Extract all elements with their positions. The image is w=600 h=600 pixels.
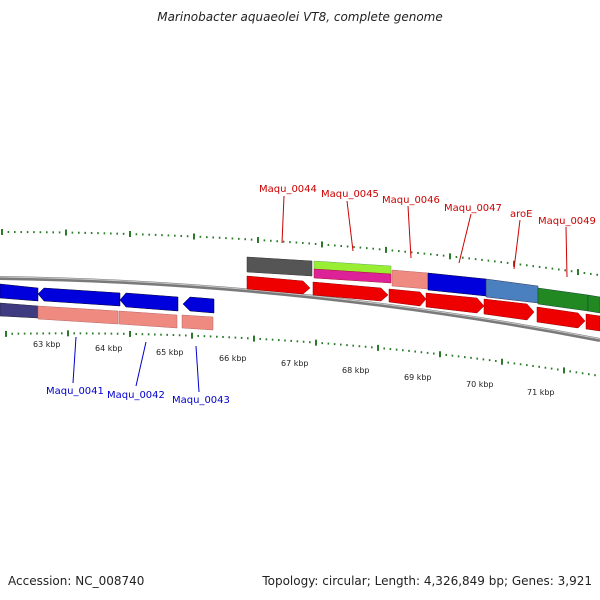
ruler-labels: 63 kbp 64 kbp 65 kbp 66 kbp 67 kbp 68 kb… bbox=[33, 340, 555, 397]
gene-maqu-0042-blue[interactable] bbox=[119, 292, 179, 312]
cds-aroe[interactable] bbox=[483, 298, 535, 321]
topology-label: Topology: bbox=[262, 574, 319, 588]
cds-maqu-0042[interactable] bbox=[118, 310, 178, 329]
ruler-label: 66 kbp bbox=[219, 354, 247, 363]
callout-line bbox=[407, 205, 412, 259]
gene-label-maqu-0047[interactable]: Maqu_0047 bbox=[444, 203, 502, 214]
callout-line bbox=[195, 345, 200, 393]
reverse-upper-row bbox=[0, 283, 215, 314]
ruler-label: 67 kbp bbox=[281, 359, 309, 368]
outer-tick-row bbox=[1, 229, 599, 276]
genes-value: 3,921 bbox=[557, 574, 592, 588]
ruler-label: 71 kbp bbox=[527, 388, 555, 397]
ruler-label: 68 kbp bbox=[342, 366, 370, 375]
bottom-gene-callouts: Maqu_0041 Maqu_0042 Maqu_0043 bbox=[46, 336, 230, 406]
gene-maqu-0041-blue[interactable] bbox=[37, 287, 121, 307]
top-gene-callouts: Maqu_0044 Maqu_0045 Maqu_0046 Maqu_0047 … bbox=[259, 184, 596, 278]
genome-summary: Topology: circular; Length: 4,326,849 bp… bbox=[262, 574, 592, 588]
gene-label-maqu-0045[interactable]: Maqu_0045 bbox=[321, 189, 379, 200]
ruler-label: 70 kbp bbox=[466, 380, 494, 389]
cds-maqu-0046[interactable] bbox=[388, 288, 427, 307]
callout-line bbox=[565, 226, 568, 278]
cds-maqu-0041[interactable] bbox=[37, 305, 119, 325]
gene-maqu-0049[interactable] bbox=[537, 287, 589, 312]
gene-label-maqu-0041[interactable]: Maqu_0041 bbox=[46, 386, 104, 397]
forward-upper-row bbox=[246, 256, 600, 314]
gene-maqu-0046[interactable] bbox=[391, 269, 429, 290]
gene-label-maqu-0042[interactable]: Maqu_0042 bbox=[107, 390, 165, 401]
callout-line bbox=[135, 341, 147, 387]
forward-lower-row bbox=[246, 275, 600, 332]
callout-line bbox=[513, 219, 521, 270]
gene-label-maqu-0043[interactable]: Maqu_0043 bbox=[172, 395, 230, 406]
gene-aroe[interactable] bbox=[485, 278, 539, 304]
callout-line bbox=[72, 336, 77, 384]
gene-label-maqu-0049[interactable]: Maqu_0049 bbox=[538, 216, 596, 227]
gene-label-aroe[interactable]: aroE bbox=[510, 209, 532, 220]
gene-maqu-0047[interactable] bbox=[427, 272, 487, 297]
cds-maqu-0040-partial[interactable] bbox=[0, 302, 39, 319]
accession-label: Accession: bbox=[8, 574, 72, 588]
ruler-label: 69 kbp bbox=[404, 373, 432, 382]
genes-label: Genes: bbox=[511, 574, 554, 588]
gene-maqu-0050-partial[interactable] bbox=[587, 294, 600, 314]
ruler-label: 63 kbp bbox=[33, 340, 61, 349]
topology-value: circular bbox=[322, 574, 367, 588]
genome-backbone bbox=[0, 276, 600, 342]
cds-maqu-0044[interactable] bbox=[246, 275, 311, 295]
gene-maqu-0040-partial[interactable] bbox=[0, 283, 39, 302]
length-value: 4,326,849 bp bbox=[423, 574, 504, 588]
inner-tick-row bbox=[5, 330, 596, 377]
cds-maqu-0050-partial[interactable] bbox=[585, 313, 600, 332]
accession-value: NC_008740 bbox=[75, 574, 145, 588]
cds-maqu-0045[interactable] bbox=[312, 281, 389, 302]
gene-maqu-0044[interactable] bbox=[246, 256, 313, 277]
map-title: Marinobacter aquaeolei VT8, complete gen… bbox=[157, 10, 443, 24]
callout-line bbox=[458, 213, 472, 264]
cds-maqu-0047[interactable] bbox=[425, 292, 485, 314]
gene-label-maqu-0044[interactable]: Maqu_0044 bbox=[259, 184, 317, 195]
gene-maqu-0045-magenta[interactable] bbox=[313, 268, 392, 284]
reverse-lower-row bbox=[0, 302, 214, 331]
genome-backbone-highlight bbox=[0, 276, 600, 340]
cds-maqu-0049[interactable] bbox=[536, 306, 586, 329]
callout-line bbox=[346, 200, 354, 252]
length-label: Length: bbox=[374, 574, 421, 588]
cds-maqu-0043[interactable] bbox=[181, 314, 214, 331]
gene-label-maqu-0046[interactable]: Maqu_0046 bbox=[382, 195, 440, 206]
accession-info: Accession: NC_008740 bbox=[8, 574, 144, 588]
ruler-label: 65 kbp bbox=[156, 348, 184, 357]
ruler-label: 64 kbp bbox=[95, 344, 123, 353]
gene-maqu-0043-blue[interactable] bbox=[182, 296, 215, 314]
callout-line bbox=[281, 195, 285, 244]
